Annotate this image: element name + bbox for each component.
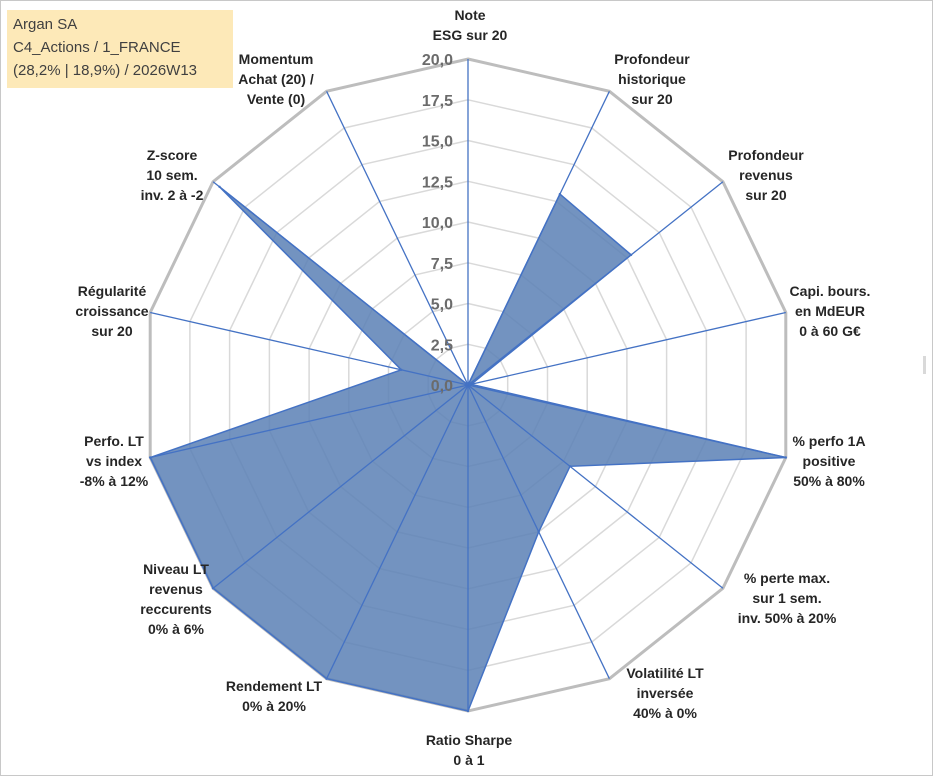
axis-spoke [212,181,469,386]
axis-label-line: revenus [149,581,203,597]
axis-label-line: 10 sem. [146,167,197,183]
axis-label: % perte max. sur 1 sem. inv. 50% à 20% [738,570,837,626]
tick-label: 12,5 [422,174,453,191]
axis-label: Ratio Sharpe 0 à 1 [426,732,513,768]
axis-label-line: % perfo 1A [792,433,865,449]
axis-label-line: croissance [75,303,148,319]
axis-label-line: ESG sur 20 [433,27,508,43]
axis-label-line: Momentum [239,51,314,67]
tick-label: 0,0 [431,378,453,395]
axis-label: Momentum Achat (20) / Vente (0) [238,51,314,107]
axis-label: Volatilité LT inversée 40% à 0% [626,665,704,721]
period-label: (28,2% | 18,9%) / 2026W13 [13,62,197,79]
axis-spoke [467,384,724,589]
axis-label: Note ESG sur 20 [433,7,508,43]
axis-spoke [212,384,469,589]
axis-label-line: sur 20 [631,91,672,107]
axis-label: % perfo 1A positive 50% à 80% [792,433,865,489]
axis-label-line: sur 20 [745,187,786,203]
axis-label-line: Z-score [147,147,198,163]
axis-label-line: 0% à 20% [242,698,306,714]
axis-label-line: Vente (0) [247,91,305,107]
axis-labels: Note ESG sur 20 Profondeur historique sur 20… [75,7,870,768]
axis-label-line: Achat (20) / [238,71,314,87]
axis-label-line: Perfo. LT [84,433,144,449]
axis-spoke [467,181,724,386]
axis-label: Capi. bours. en MdEUR 0 à 60 G€ [790,283,871,339]
axis-label-line: inversée [637,685,694,701]
axis-label-line: en MdEUR [795,303,865,319]
axis-label-line: Profondeur [728,147,804,163]
axis-spoke [150,384,469,459]
axis-label: Z-score 10 sem. inv. 2 à -2 [141,147,204,203]
axis-label-line: 0 à 60 G€ [799,323,861,339]
axis-label-line: 40% à 0% [633,705,697,721]
axis-spoke [150,311,469,386]
axis-label-line: inv. 50% à 20% [738,610,837,626]
tick-label: 2,5 [431,337,453,354]
axis-label-line: sur 1 sem. [752,590,821,606]
radial-tick-labels: 0,0 2,5 5,0 7,5 10,0 12,5 15,0 17,5 20,0 [422,52,453,395]
axis-label-line: Volatilité LT [626,665,704,681]
axis-label-line: Capi. bours. [790,283,871,299]
axis-label-line: positive [803,453,856,469]
axis-spoke [326,91,469,386]
axis-label-line: revenus [739,167,793,183]
axis-label: Profondeur revenus sur 20 [728,147,804,203]
axis-label-line: Note [454,7,485,23]
axis-spoke [467,91,610,386]
axis-label-line: Ratio Sharpe [426,732,513,748]
tick-label: 7,5 [431,256,453,273]
axis-label-line: Niveau LT [143,561,209,577]
tick-label: 20,0 [422,52,453,69]
axis-spoke [467,311,786,386]
axis-label-line: historique [618,71,686,87]
axis-spoke [467,384,610,679]
tick-label: 10,0 [422,215,453,232]
tick-label: 5,0 [431,297,453,314]
axis-label-line: vs index [86,453,142,469]
axis-label-line: Régularité [78,283,147,299]
axis-label-line: sur 20 [91,323,132,339]
info-box: Argan SA C4_Actions / 1_FRANCE (28,2% | … [7,10,233,88]
axis-label-line: Rendement LT [226,678,323,694]
tick-label: 17,5 [422,93,453,110]
axis-label-line: reccurents [140,601,212,617]
axis-label-line: 50% à 80% [793,473,865,489]
axis-label-line: Profondeur [614,51,690,67]
company-name: Argan SA [13,16,78,33]
axis-label: Rendement LT 0% à 20% [226,678,323,714]
axis-label: Perfo. LT vs index -8% à 12% [80,433,149,489]
axis-label: Niveau LT revenus reccurents 0% à 6% [140,561,212,637]
axis-spoke [326,384,469,679]
portfolio-label: C4_Actions / 1_FRANCE [13,39,181,56]
axis-label-line: 0% à 6% [148,621,205,637]
axis-label-line: % perte max. [744,570,830,586]
radar-spokes [150,59,786,711]
axis-label-line: -8% à 12% [80,473,149,489]
edge-marker [923,356,926,374]
axis-label: Profondeur historique sur 20 [614,51,690,107]
axis-label: Régularité croissance sur 20 [75,283,148,339]
axis-label-line: 0 à 1 [453,752,484,768]
axis-spoke [467,384,786,459]
axis-label-line: inv. 2 à -2 [141,187,204,203]
tick-label: 15,0 [422,134,453,151]
